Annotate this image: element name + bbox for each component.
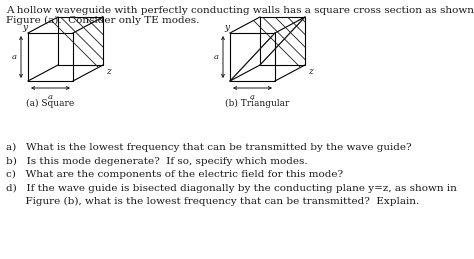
Text: a: a: [48, 93, 53, 101]
Text: c)   What are the components of the electric field for this mode?: c) What are the components of the electr…: [6, 170, 343, 179]
Text: d)   If the wave guide is bisected diagonally by the conducting plane y=z, as sh: d) If the wave guide is bisected diagona…: [6, 183, 457, 193]
Text: y: y: [22, 23, 27, 32]
Text: b)   Is this mode degenerate?  If so, specify which modes.: b) Is this mode degenerate? If so, speci…: [6, 156, 308, 166]
Text: y: y: [224, 23, 229, 32]
Text: (b) Triangular: (b) Triangular: [225, 99, 290, 108]
Text: Figure (a).  Consider only TE modes.: Figure (a). Consider only TE modes.: [6, 16, 200, 25]
Text: A hollow waveguide with perfectly conducting walls has a square cross section as: A hollow waveguide with perfectly conduc…: [6, 6, 474, 15]
Text: a: a: [250, 93, 255, 101]
Text: Figure (b), what is the lowest frequency that can be transmitted?  Explain.: Figure (b), what is the lowest frequency…: [6, 197, 419, 206]
Text: (a) Square: (a) Square: [27, 99, 74, 108]
Text: a: a: [214, 53, 219, 61]
Text: a: a: [12, 53, 17, 61]
Text: z: z: [308, 67, 313, 76]
Text: z: z: [106, 67, 111, 76]
Text: a)   What is the lowest frequency that can be transmitted by the wave guide?: a) What is the lowest frequency that can…: [6, 143, 411, 152]
